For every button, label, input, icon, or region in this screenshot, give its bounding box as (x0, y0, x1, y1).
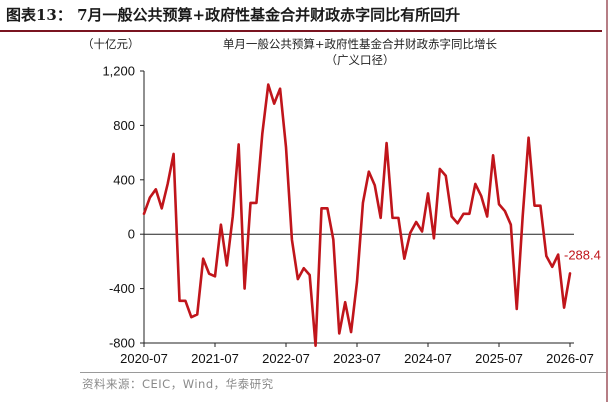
x-tick-label: 2023-07 (333, 351, 381, 366)
x-tick-label: 2025-07 (475, 351, 523, 366)
series-line (142, 83, 572, 348)
y-tick-label: 400 (113, 172, 135, 187)
chart-axes (140, 70, 574, 347)
source-rule (80, 372, 606, 373)
x-tick-labels: 2020-07 2021-07 2022-07 2023-07 2024-07 2025-… (120, 351, 594, 366)
chart-subtitle: （广义口径） (325, 53, 395, 67)
figure-title: 图表13： 7月一般公共预算+政府性基金合并财政赤字同比有所回升 (6, 6, 461, 24)
source-note: 资料来源：CEIC，Wind，华泰研究 (82, 377, 274, 391)
chart-title: 单月一般公共预算+政府性基金合并财政赤字同比增长 (222, 37, 498, 51)
y-tick-label: 800 (113, 118, 135, 133)
unit-label: （十亿元） (82, 37, 140, 51)
x-tick-label: 2022-07 (262, 351, 310, 366)
x-tick-label: 2020-07 (120, 351, 168, 366)
last-value-label: -288.4 (564, 247, 601, 262)
title-rule (0, 30, 602, 32)
plot-area: -288.4 (142, 83, 601, 348)
y-tick-label: 0 (128, 227, 135, 242)
y-tick-labels: 1,200 800 400 0 -400 -800 (102, 64, 135, 351)
y-tick-label: 1,200 (102, 64, 135, 79)
y-tick-label: -400 (109, 281, 135, 296)
x-tick-label: 2024-07 (404, 351, 452, 366)
edge-rule (606, 0, 608, 402)
y-tick-label: -800 (109, 336, 135, 351)
x-tick-label: 2026-07 (546, 351, 594, 366)
x-tick-label: 2021-07 (191, 351, 239, 366)
